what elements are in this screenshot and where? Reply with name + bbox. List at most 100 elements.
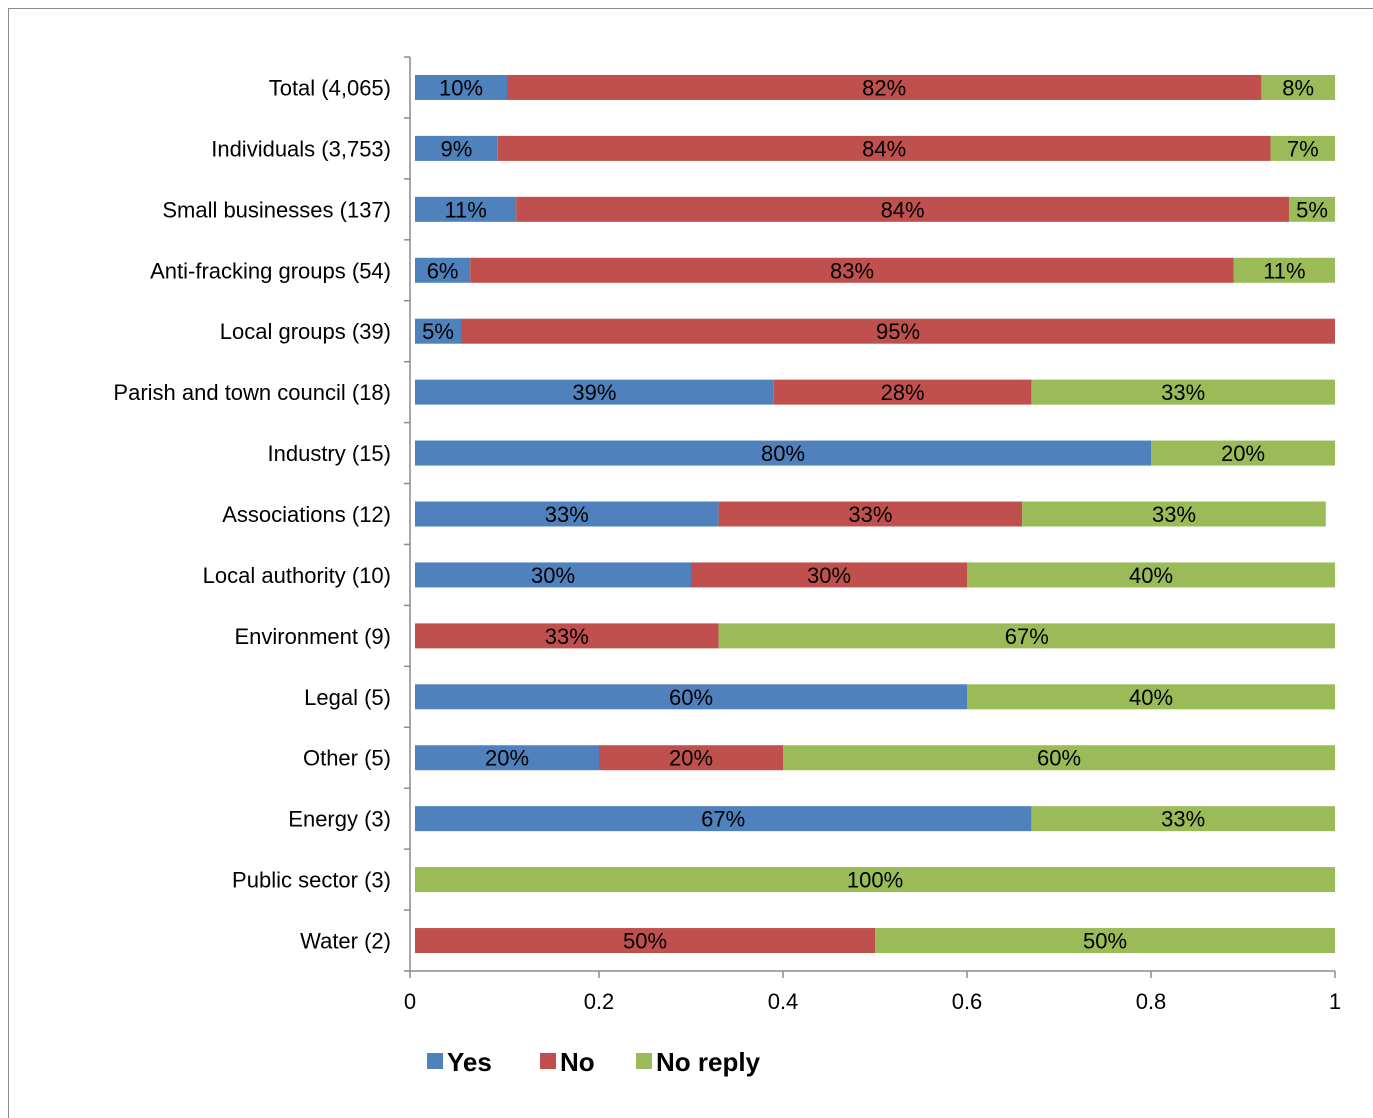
data-label: 30% — [807, 563, 851, 588]
bar-yes-0 — [415, 74, 507, 100]
data-label: 33% — [1152, 502, 1196, 527]
bar-yes-5 — [415, 379, 774, 405]
category-label: Individuals (3,753) — [211, 136, 391, 161]
data-label: 60% — [669, 685, 713, 710]
x-tick-label: 1 — [1329, 989, 1341, 1014]
x-tick-label: 0.4 — [768, 989, 799, 1014]
data-label: 39% — [572, 380, 616, 405]
x-tick-label: 0 — [404, 989, 416, 1014]
data-label: 33% — [545, 624, 589, 649]
bars-group — [415, 74, 1335, 954]
bar-no-7 — [718, 501, 1023, 527]
category-label: Water (2) — [300, 929, 391, 954]
data-label: 10% — [439, 75, 483, 100]
bar-no-reply-7 — [1022, 501, 1326, 527]
bar-no-reply-3 — [1233, 257, 1335, 283]
legend-label: No — [560, 1047, 595, 1077]
bar-yes-10 — [415, 684, 967, 710]
category-label: Industry (15) — [268, 441, 392, 466]
bar-yes-8 — [415, 562, 691, 588]
data-label: 9% — [441, 136, 473, 161]
data-label: 11% — [1263, 258, 1305, 283]
chart-frame — [8, 8, 1373, 1118]
bar-no-reply-14 — [875, 928, 1335, 954]
category-label: Anti-fracking groups (54) — [150, 258, 391, 283]
category-label: Associations (12) — [222, 502, 391, 527]
data-label: 50% — [623, 929, 667, 954]
data-label: 28% — [881, 380, 925, 405]
legend-label: No reply — [656, 1047, 761, 1077]
data-label: 33% — [848, 502, 892, 527]
data-label: 33% — [545, 502, 589, 527]
legend-label: Yes — [447, 1047, 492, 1077]
bar-no-reply-9 — [718, 623, 1335, 649]
data-label: 40% — [1129, 685, 1173, 710]
data-label: 60% — [1037, 746, 1081, 771]
data-label: 7% — [1287, 136, 1319, 161]
legend-swatch-yes — [427, 1053, 443, 1069]
data-label: 11% — [444, 197, 486, 222]
category-label: Other (5) — [303, 746, 391, 771]
bar-no-reply-0 — [1261, 74, 1335, 100]
bar-no-3 — [470, 257, 1234, 283]
category-label: Energy (3) — [288, 807, 391, 832]
data-label: 50% — [1083, 929, 1127, 954]
category-label: Parish and town council (18) — [113, 380, 391, 405]
category-label: Local authority (10) — [203, 563, 391, 588]
bar-no-2 — [516, 196, 1289, 222]
bar-yes-11 — [415, 745, 599, 771]
category-label: Total (4,065) — [269, 75, 391, 100]
data-label: 6% — [427, 258, 459, 283]
bar-yes-2 — [415, 196, 517, 222]
data-labels-group: 10% 82% 8% 9% 84% 7% 11% 84% 5% 6% 83% 11% 5% 95% 39% 2… — [422, 75, 1328, 953]
category-label: Public sector (3) — [232, 868, 391, 893]
data-label: 84% — [862, 136, 906, 161]
data-label: 95% — [876, 319, 920, 344]
legend: Yes No No reply — [427, 1047, 761, 1077]
data-label: 33% — [1161, 807, 1205, 832]
data-label: 20% — [485, 746, 529, 771]
data-label: 5% — [422, 319, 454, 344]
bar-yes-4 — [415, 318, 461, 344]
data-label: 20% — [669, 746, 713, 771]
data-label: 20% — [1221, 441, 1265, 466]
bar-no-reply-13 — [415, 867, 1335, 893]
category-label: Local groups (39) — [220, 319, 391, 344]
data-label: 83% — [830, 258, 874, 283]
legend-swatch-no-reply — [636, 1053, 652, 1069]
data-label: 84% — [881, 197, 925, 222]
data-label: 30% — [531, 563, 575, 588]
bar-no-9 — [415, 623, 719, 649]
bar-no-8 — [691, 562, 967, 588]
data-label: 5% — [1296, 197, 1328, 222]
x-tick-label: 0.2 — [584, 989, 615, 1014]
category-label: Environment (9) — [234, 624, 391, 649]
bar-no-4 — [461, 318, 1335, 344]
bar-yes-12 — [415, 806, 1032, 832]
bar-no-reply-11 — [783, 745, 1335, 771]
bar-no-14 — [415, 928, 875, 954]
category-label: Small businesses (137) — [162, 197, 391, 222]
data-label: 67% — [701, 807, 745, 832]
bar-no-reply-12 — [1031, 806, 1335, 832]
bar-no-reply-8 — [967, 562, 1335, 588]
data-label: 67% — [1005, 624, 1049, 649]
bar-no-1 — [497, 135, 1271, 161]
bar-no-0 — [507, 74, 1262, 100]
bar-no-reply-2 — [1289, 196, 1335, 222]
bar-no-reply-10 — [967, 684, 1335, 710]
data-label: 82% — [862, 75, 906, 100]
x-tick-label: 0.6 — [952, 989, 983, 1014]
bar-yes-6 — [415, 440, 1151, 466]
data-label: 33% — [1161, 380, 1205, 405]
bar-no-reply-6 — [1151, 440, 1335, 466]
data-label: 8% — [1282, 75, 1314, 100]
x-tick-label: 0.8 — [1136, 989, 1167, 1014]
category-label: Legal (5) — [304, 685, 391, 710]
data-label: 40% — [1129, 563, 1173, 588]
bar-no-reply-5 — [1031, 379, 1335, 405]
bar-no-11 — [599, 745, 783, 771]
bar-yes-3 — [415, 257, 471, 283]
axes-group: Total (4,065) Individuals (3,753) Small bu… — [113, 56, 1341, 1014]
